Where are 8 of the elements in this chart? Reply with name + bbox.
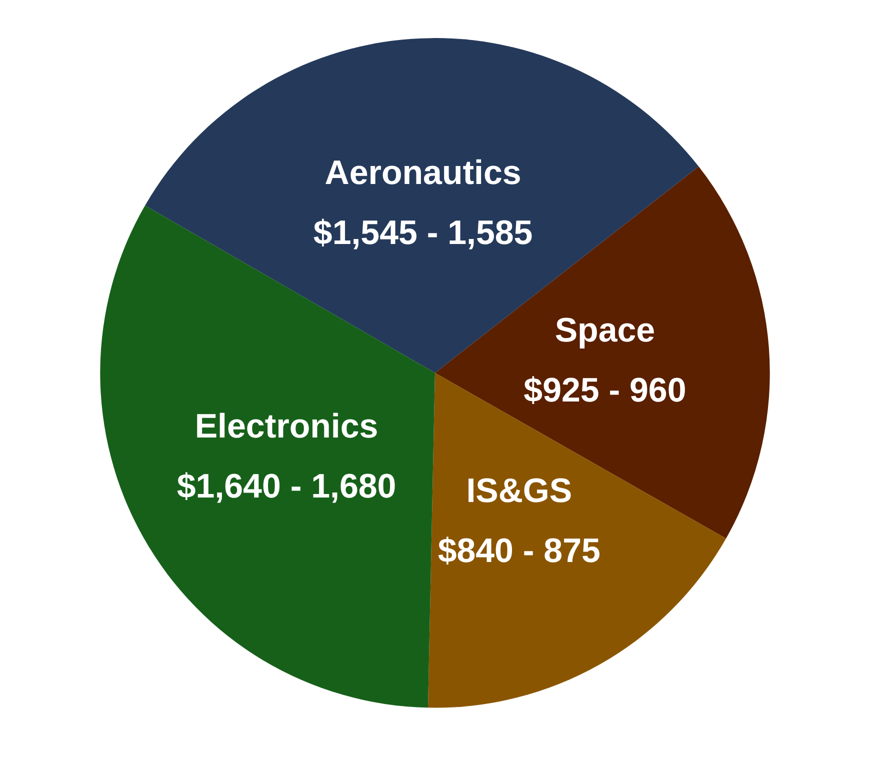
text: $925 - 960 — [524, 371, 686, 410]
slice-label: Aeronautics — [324, 154, 522, 192]
text: $1,640 - 1,680 — [176, 468, 396, 506]
text: $840 - 875 — [438, 532, 600, 570]
slice-label: Space — [554, 311, 656, 350]
slice-label: IS&GS — [466, 472, 572, 510]
slice-label: Electronics — [194, 408, 378, 446]
text: $1,545 - 1,585 — [313, 214, 533, 252]
